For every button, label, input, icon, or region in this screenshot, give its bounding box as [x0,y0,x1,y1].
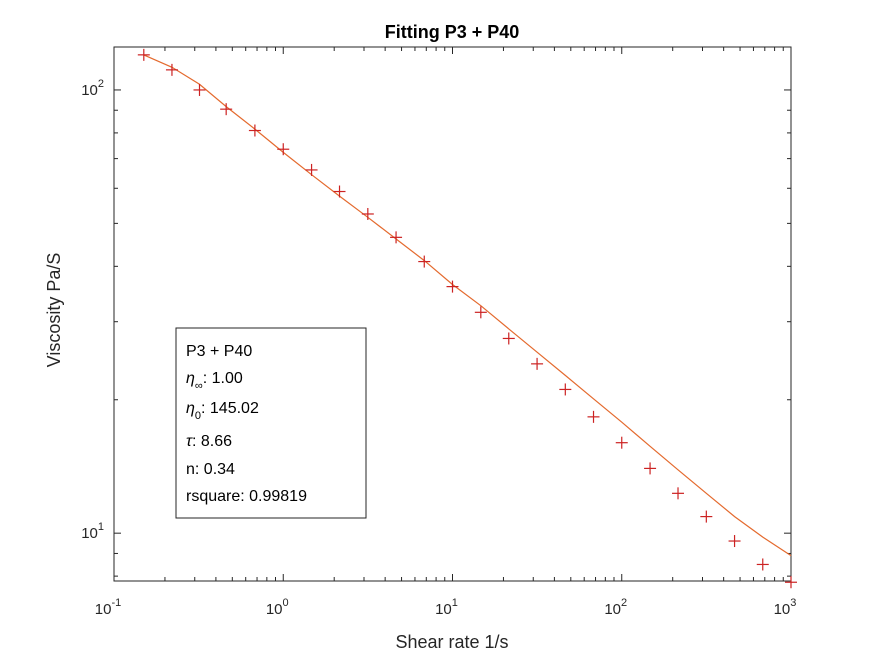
annotation-rsquare: rsquare: 0.99819 [186,488,307,505]
data-point-marker [474,306,487,319]
x-tick-label: 10-1 [95,597,121,618]
annotation-tau: τ: 8.66 [186,433,232,450]
x-axis-label: Shear rate 1/s [395,632,508,652]
fit-annotation-box: P3 + P40 η∞: 1.00 η0: 145.02 τ: 8.66 n: … [175,327,367,519]
x-tick-base: 10 [774,601,791,618]
annotation-title: P3 + P40 [186,343,252,360]
fit-line-layer [143,54,792,557]
y-axis-label: Viscosity Pa/S [44,253,64,368]
y-tick-label: 101 [81,521,104,542]
y-tick-exponent: 1 [98,521,104,533]
chart-title: Fitting P3 + P40 [385,22,520,42]
x-tick-exponent: 1 [452,597,458,609]
x-tick-base: 10 [435,601,452,618]
data-point-marker [220,103,233,116]
eta-inf-value: : 1.00 [203,370,243,387]
y-tick-base: 10 [81,525,98,542]
data-point-marker [333,185,346,198]
data-point-marker [418,255,431,268]
x-tick-base: 10 [95,601,112,618]
annotation-n: n: 0.34 [186,461,235,478]
x-tick-exponent: 3 [790,597,796,609]
data-point-marker [446,280,459,293]
data-point-marker [728,535,741,548]
data-point-marker [756,558,769,571]
x-tick-label: 100 [266,597,289,618]
data-point-marker [165,63,178,76]
annotation-box-frame [175,327,367,519]
tau-symbol: τ [186,433,193,450]
eta-inf-subscript: ∞ [195,380,203,392]
data-point-marker [390,231,403,244]
data-point-marker [785,576,797,589]
data-point-marker [644,462,657,475]
data-point-marker [615,436,628,449]
data-point-marker [137,48,150,61]
fit-curve [143,54,792,557]
eta-symbol: η [186,400,195,417]
x-tick-label: 103 [774,597,797,618]
x-tick-label: 102 [604,597,627,618]
x-tick-base: 10 [604,601,621,618]
data-point-marker [248,124,261,137]
y-tick-label: 102 [81,78,104,99]
eta-0-value: : 145.02 [201,400,259,417]
data-point-marker [277,143,290,156]
x-tick-exponent: 0 [283,597,289,609]
eta-symbol: η [186,370,195,387]
x-tick-exponent: -1 [111,597,121,609]
x-axis-ticks: 10-1 100 101 102 103 [95,47,797,618]
data-point-marker [700,510,713,523]
data-point-marker [559,383,572,396]
annotation-eta-0: η0: 145.02 [186,400,259,422]
data-point-marker [531,357,544,370]
data-point-marker [587,410,600,423]
data-point-marker [361,207,374,220]
tau-value: : 8.66 [192,433,232,450]
eta-0-subscript: 0 [195,410,201,422]
annotation-eta-inf: η∞: 1.00 [186,370,243,392]
y-tick-exponent: 2 [98,78,104,90]
data-point-marker [502,332,515,345]
data-point-marker [193,83,206,96]
x-tick-label: 101 [435,597,458,618]
x-tick-base: 10 [266,601,283,618]
x-tick-exponent: 2 [621,597,627,609]
data-point-marker [305,163,318,176]
y-tick-base: 10 [81,82,98,99]
data-marker-layer [137,48,797,589]
data-point-marker [672,487,685,500]
